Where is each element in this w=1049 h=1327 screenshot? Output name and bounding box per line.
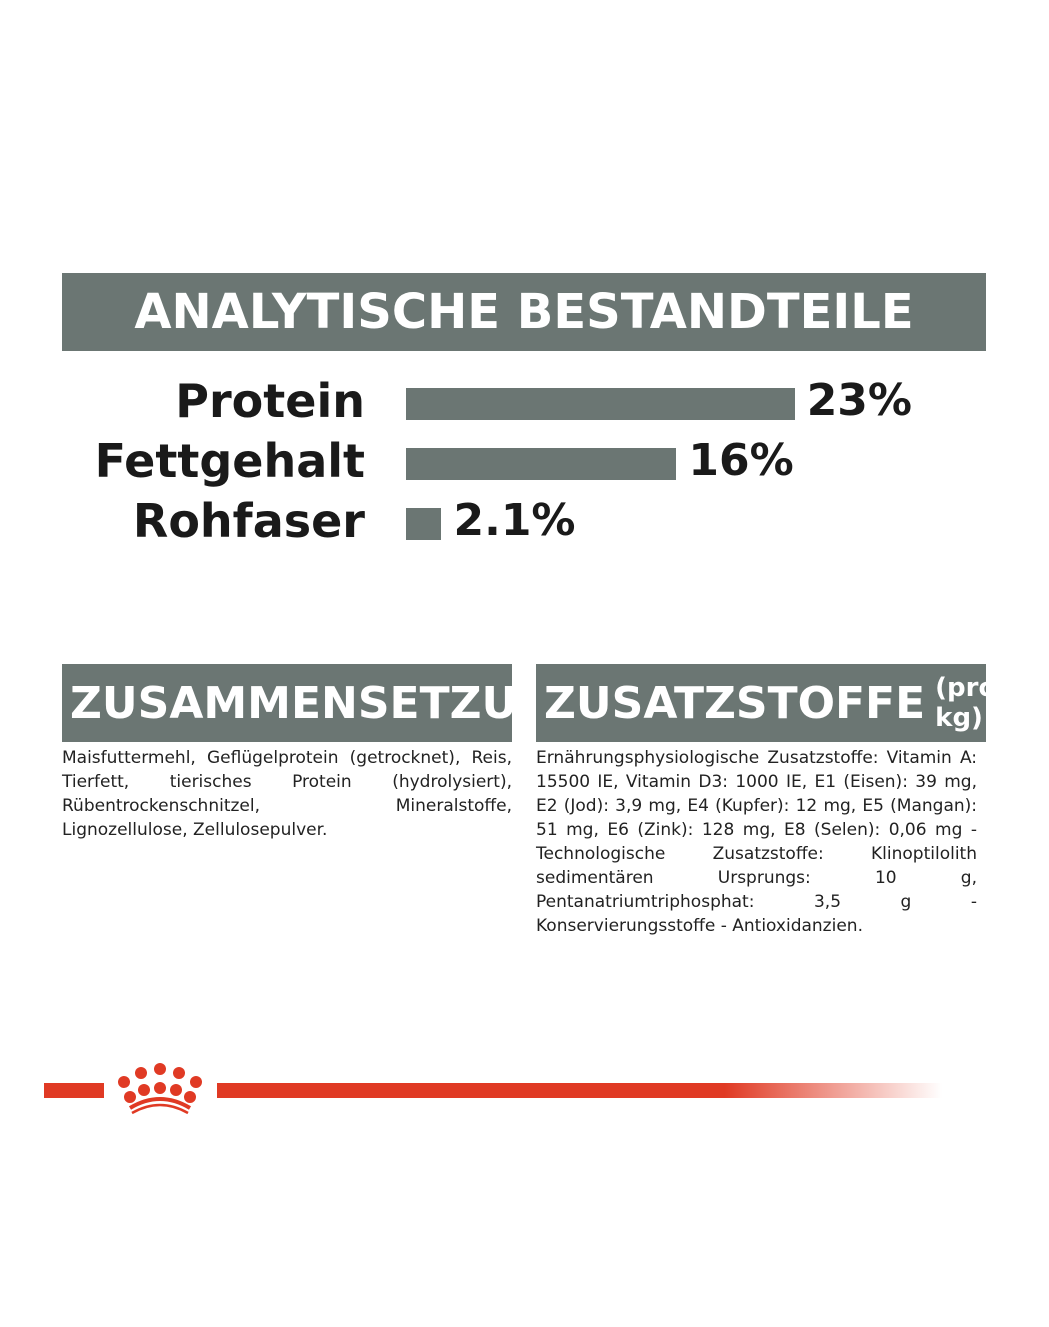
composition-title: ZUSAMMENSETZUNG [70, 677, 591, 729]
additives-header: ZUSATZSTOFFE (pro kg) [536, 664, 996, 742]
value-label: 16% [688, 435, 794, 486]
composition-text: Maisfuttermehl, Geflügelprotein (getrock… [62, 748, 512, 840]
bar-fettgehalt [406, 448, 677, 480]
additives-title: ZUSATZSTOFFE [544, 677, 926, 729]
value-label: 23% [806, 375, 913, 426]
additives-title-suffix: (pro kg) [935, 673, 997, 733]
value-label: 2.1% [453, 495, 576, 546]
bar-rohfaser [406, 508, 442, 540]
category-label: Fettgehalt [94, 434, 365, 488]
category-label: Rohfaser [132, 494, 365, 548]
crown-icon [118, 1063, 202, 1115]
bar-protein [406, 388, 795, 420]
additives-text: Ernährungsphysiologische Zusatzstoffe: V… [536, 748, 977, 936]
composition-header: ZUSAMMENSETZUNG [62, 664, 590, 742]
brand-line-left [44, 1083, 104, 1098]
category-label: Protein [175, 374, 365, 428]
chart-title: ANALYTISCHE BESTANDTEILE [62, 273, 986, 351]
brand-line-right [217, 1083, 942, 1098]
